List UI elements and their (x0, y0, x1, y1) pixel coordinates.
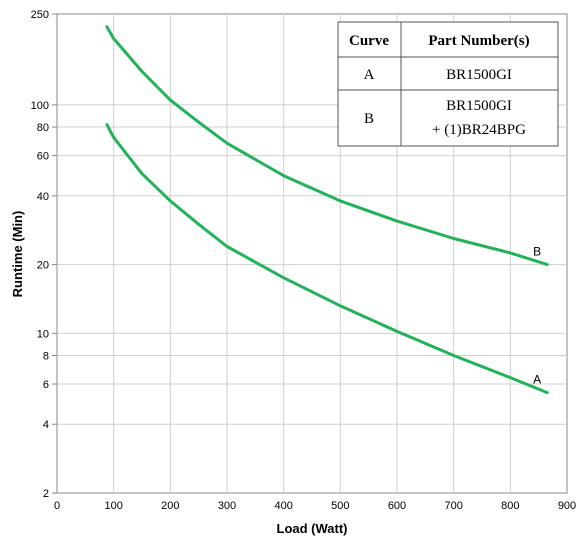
series-labels: AB (533, 245, 541, 387)
x-axis-title: Load (Watt) (277, 521, 348, 536)
ticks: 0 100 200 300 400 500 600 700 800 900 2 4 6 8 10 20 40 60… (31, 9, 577, 512)
y-tick-label: 20 (37, 260, 49, 272)
legend-row-a-curve: A (364, 67, 375, 83)
series-line-b (105, 25, 549, 267)
series-label-a: A (533, 373, 541, 387)
x-tick-label: 700 (444, 500, 462, 512)
legend-table: Curve Part Number(s) A BR1500GI B BR1500… (337, 21, 559, 147)
y-tick-label: 6 (43, 379, 49, 391)
legend-row-b-part-1: BR1500GI (446, 98, 512, 114)
y-tick-label: 80 (37, 122, 49, 134)
y-tick-label: 40 (37, 191, 49, 203)
legend-header-part: Part Number(s) (428, 33, 529, 49)
x-tick-label: 400 (274, 500, 292, 512)
x-tick-label: 0 (54, 500, 60, 512)
y-tick-label: 250 (31, 9, 49, 21)
y-axis-title: Runtime (Min) (10, 211, 25, 298)
x-tick-label: 200 (161, 500, 179, 512)
legend-row-b-part-2: + (1)BR24BPG (432, 122, 526, 138)
legend-row-b-curve: B (364, 111, 374, 127)
series (105, 25, 549, 395)
y-tick-label: 4 (43, 419, 49, 431)
series-label-b: B (533, 245, 541, 259)
legend-row-a-part: BR1500GI (446, 67, 512, 83)
y-tick-label: 100 (31, 100, 49, 112)
x-tick-label: 800 (501, 500, 519, 512)
y-tick-label: 8 (43, 350, 49, 362)
x-tick-label: 100 (104, 500, 122, 512)
x-tick-label: 600 (388, 500, 406, 512)
grid (57, 14, 567, 493)
y-tick-label: 10 (37, 328, 49, 340)
y-tick-label: 60 (37, 151, 49, 163)
legend-header-curve: Curve (349, 33, 389, 49)
y-tick-label: 2 (43, 488, 49, 500)
x-tick-label: 300 (218, 500, 236, 512)
x-tick-label: 500 (331, 500, 349, 512)
series-line-a (105, 123, 549, 395)
x-tick-label: 900 (558, 500, 576, 512)
